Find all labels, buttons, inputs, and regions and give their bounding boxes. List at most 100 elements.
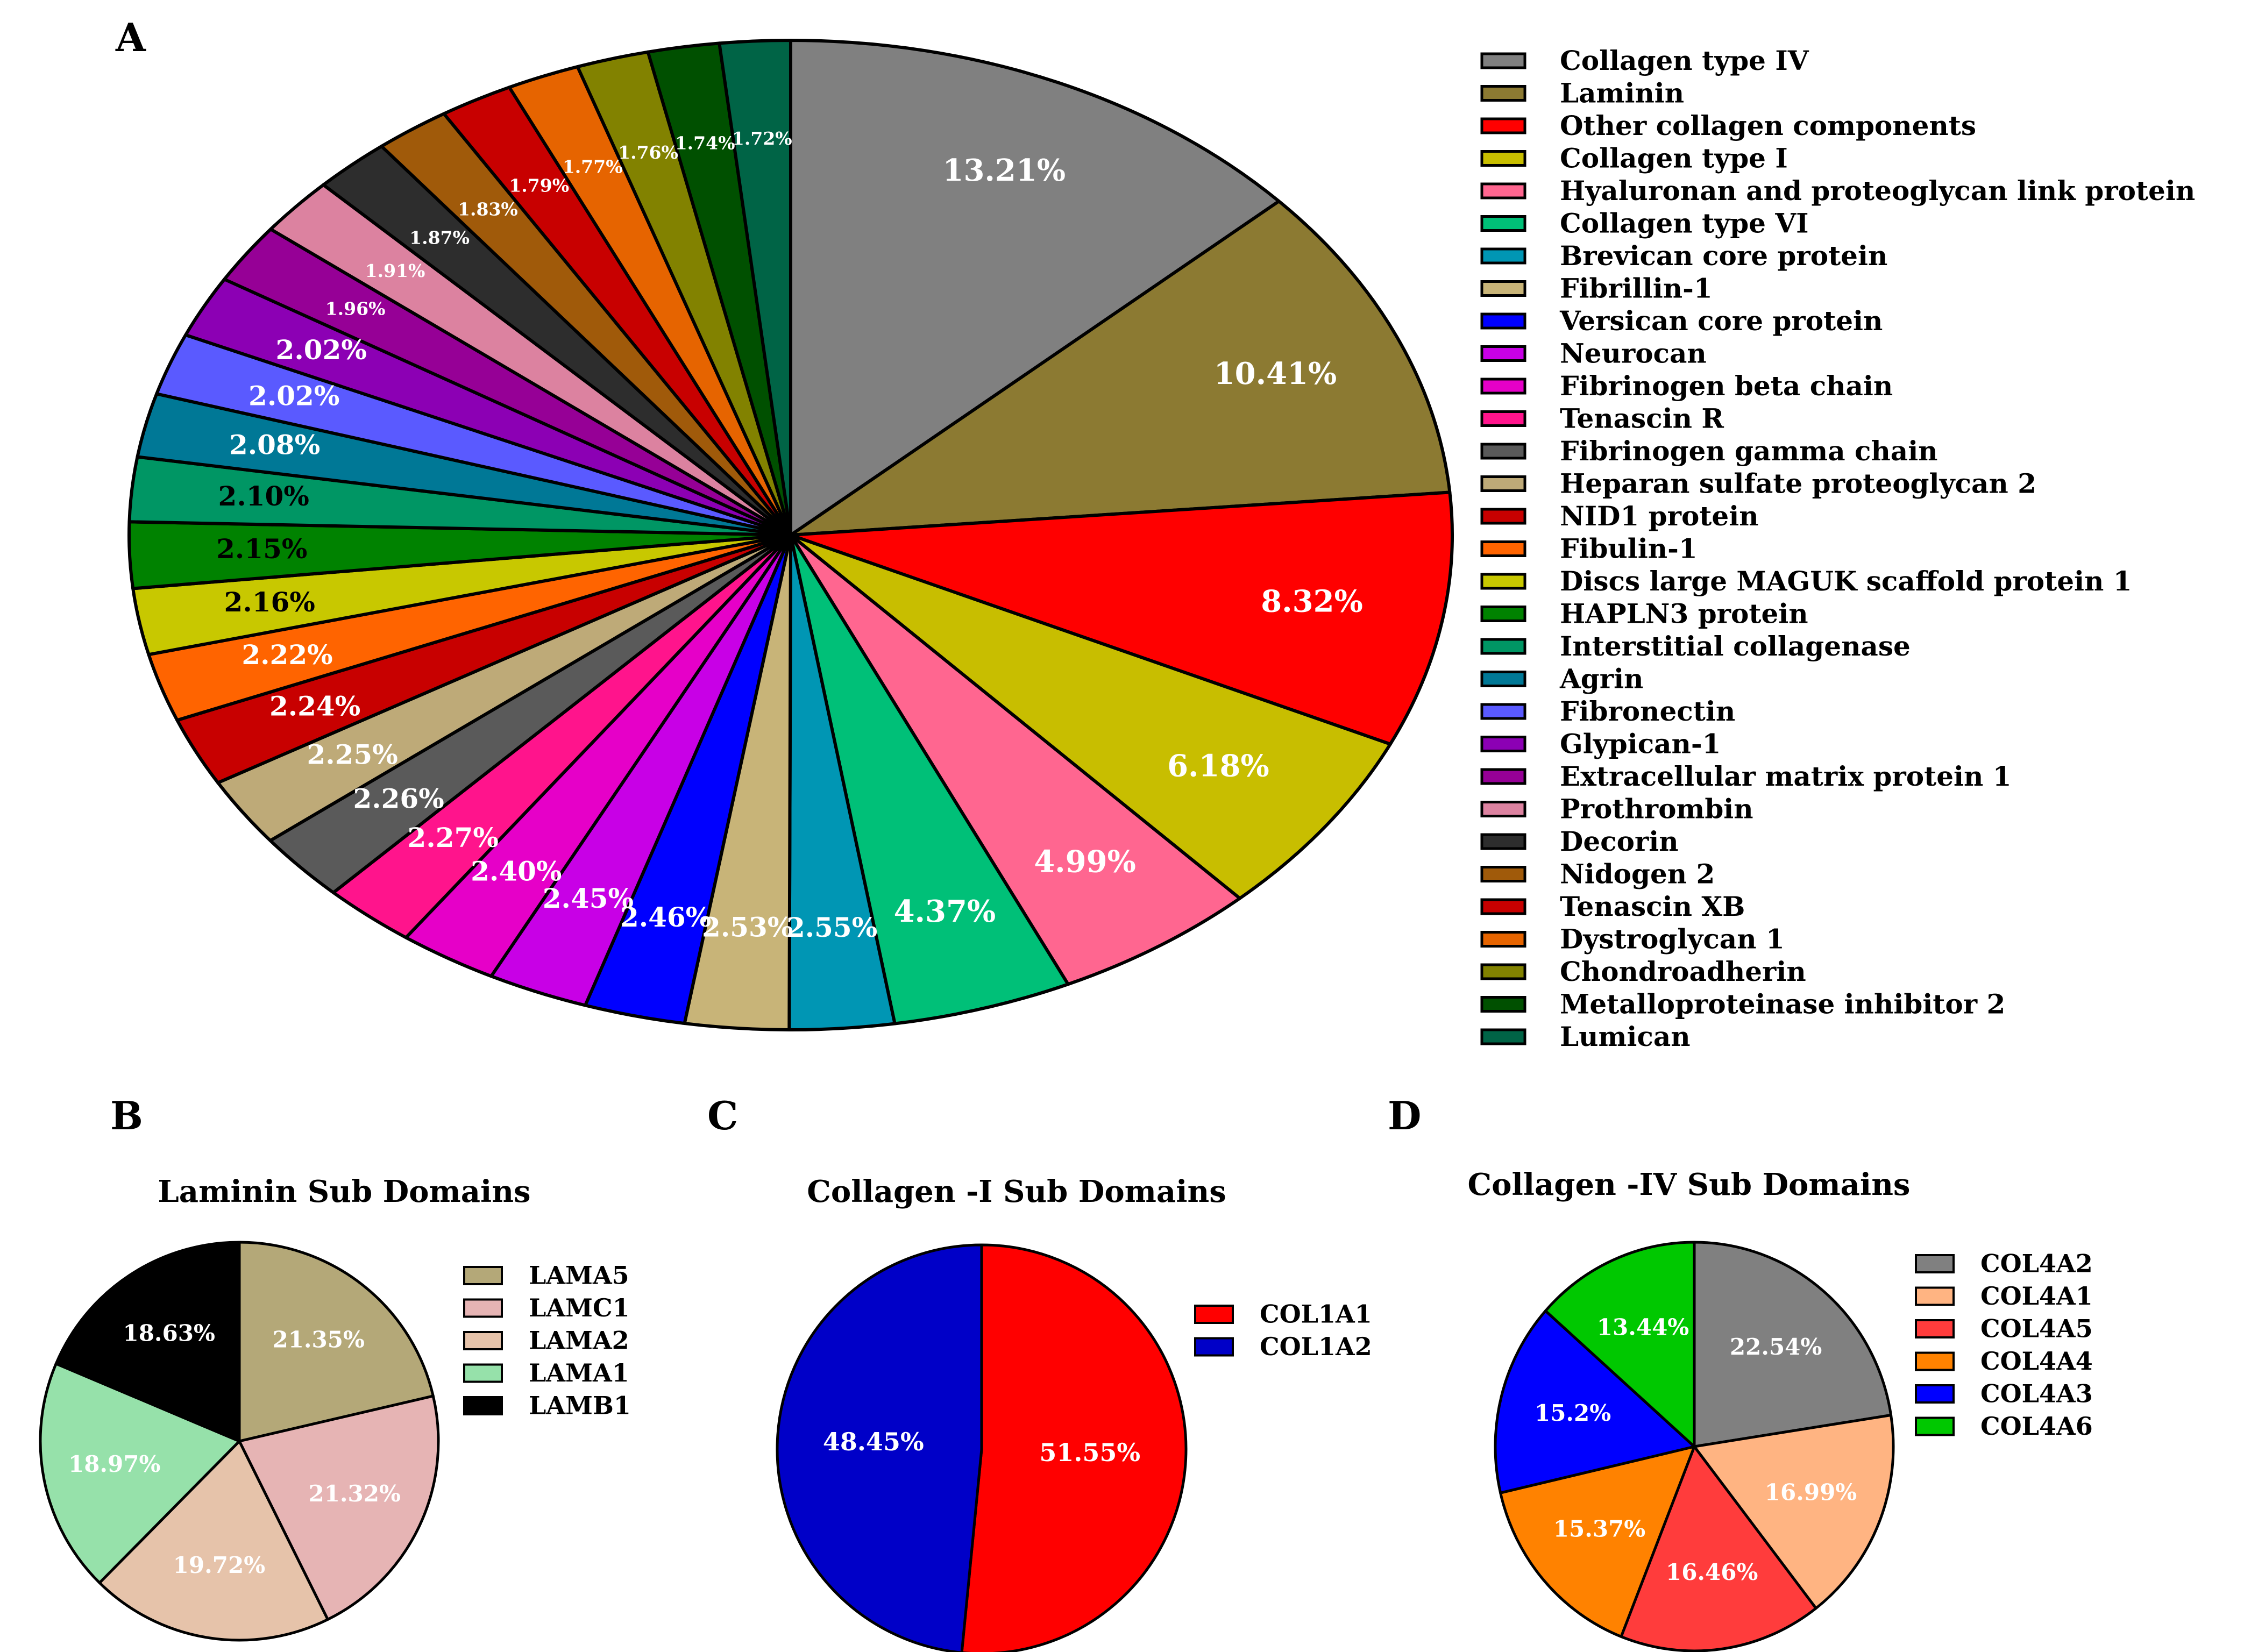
- legend-swatch: [1480, 931, 1526, 948]
- legend-swatch: [1480, 345, 1526, 362]
- data-label: 51.55%: [1039, 1438, 1140, 1467]
- panel-letter-c: C: [707, 1093, 738, 1138]
- data-label: 1.74%: [675, 133, 735, 154]
- legend-label: LAMA1: [529, 1358, 629, 1387]
- legend-swatch: [1480, 52, 1526, 69]
- data-label: 16.99%: [1765, 1479, 1857, 1506]
- legend-swatch: [1480, 280, 1526, 297]
- legend-swatch: [1915, 1286, 1955, 1306]
- legend-label: Tenascin XB: [1560, 891, 1745, 922]
- data-label: 13.21%: [943, 153, 1066, 188]
- legend-label: Metalloproteinase inhibitor 2: [1560, 988, 2005, 1020]
- data-label: 48.45%: [823, 1427, 924, 1456]
- slice-col4a3: [1494, 1309, 1696, 1494]
- legend-label: COL1A1: [1260, 1300, 1372, 1329]
- legend-label: Brevican core protein: [1560, 240, 1887, 272]
- legend-swatch: [1480, 182, 1526, 200]
- data-label: 2.45%: [543, 882, 634, 914]
- legend-label: Other collagen components: [1560, 110, 1976, 141]
- data-label: 21.35%: [272, 1327, 364, 1353]
- legend-label: LAMA2: [529, 1326, 629, 1355]
- slice-lama5: [238, 1241, 435, 1443]
- legend-label: LAMB1: [529, 1391, 631, 1420]
- pie-d: [1494, 1241, 1895, 1652]
- slice-col1a2: [776, 1243, 983, 1652]
- legend-swatch: [1915, 1416, 1955, 1436]
- legend-swatch: [1480, 85, 1526, 102]
- data-label: 15.2%: [1535, 1400, 1611, 1426]
- data-label: 2.25%: [307, 739, 397, 771]
- data-label: 2.27%: [408, 822, 499, 853]
- legend-swatch: [1480, 215, 1526, 232]
- legend-label: COL1A2: [1260, 1332, 1372, 1361]
- panel-c: C Collagen -I Sub Domains 51.55% 48.45% COL1…: [707, 1093, 1372, 1652]
- data-label: 2.24%: [269, 690, 360, 722]
- data-label: 2.26%: [353, 782, 444, 814]
- slice-col4a6: [1544, 1241, 1696, 1448]
- legend-swatch: [1480, 573, 1526, 590]
- data-label: 21.32%: [308, 1480, 400, 1507]
- legend-label: Extracellular matrix protein 1: [1560, 760, 2012, 792]
- chart-title-c: Collagen -I Sub Domains: [807, 1174, 1226, 1209]
- legend-label: Fibrinogen beta chain: [1560, 370, 1893, 402]
- slice-collagen-type-i: [789, 533, 1392, 900]
- legend-swatch: [1480, 898, 1526, 915]
- legend-swatch: [1480, 117, 1526, 134]
- data-label: 1.77%: [563, 156, 623, 177]
- legend-label: Hyaluronan and proteoglycan link protein: [1560, 175, 2195, 206]
- legend-swatch: [1480, 312, 1526, 330]
- legend-swatch: [1915, 1319, 1955, 1338]
- slice-hyaluronan-and-proteoglycan-link-protein: [789, 533, 1241, 986]
- slice-lamc1: [238, 1394, 440, 1621]
- legend-d: COL4A2 COL4A1 COL4A5 COL4A4 COL4A3 COL4A6: [1915, 1249, 2093, 1441]
- data-label: 1.87%: [409, 227, 470, 248]
- legend-c: COL1A1 COL1A2: [1194, 1300, 1372, 1361]
- data-label: 1.79%: [509, 175, 569, 196]
- data-label: 22.54%: [1730, 1334, 1822, 1360]
- legend-swatch: [1480, 150, 1526, 167]
- pie-b: [39, 1241, 440, 1642]
- slice-lumican: [718, 39, 792, 537]
- data-label: 1.72%: [732, 128, 792, 149]
- legend-swatch: [1480, 866, 1526, 882]
- legend-swatch: [1194, 1305, 1234, 1324]
- legend-label: Neurocan: [1560, 338, 1707, 369]
- legend-swatch: [1480, 247, 1526, 265]
- legend-label: COL4A2: [1980, 1249, 2093, 1278]
- data-label: 19.72%: [173, 1552, 265, 1578]
- data-label: 15.37%: [1553, 1515, 1645, 1542]
- legend-label: Dystroglycan 1: [1560, 923, 1785, 955]
- data-label: 1.76%: [618, 142, 678, 163]
- chart-title-b: Laminin Sub Domains: [158, 1174, 530, 1209]
- data-label: 18.97%: [68, 1451, 160, 1477]
- data-label: 2.40%: [471, 855, 562, 887]
- data-label: 16.46%: [1666, 1559, 1758, 1585]
- legend-swatch: [1480, 475, 1526, 492]
- legend-label: Collagen type I: [1560, 143, 1788, 174]
- legend-label: Fibronectin: [1560, 695, 1735, 727]
- legend-label: COL4A6: [1980, 1412, 2093, 1441]
- legend-swatch: [1480, 410, 1526, 427]
- slice-lamb1: [54, 1241, 241, 1443]
- data-label: 1.96%: [325, 298, 386, 319]
- legend-swatch: [1480, 540, 1526, 557]
- legend-swatch: [1480, 638, 1526, 655]
- slice-col4a1: [1693, 1414, 1895, 1610]
- legend-swatch: [1480, 606, 1526, 622]
- legend-swatch: [1480, 768, 1526, 785]
- legend-label: Fibrillin-1: [1560, 273, 1713, 304]
- legend-label: Heparan sulfate proteoglycan 2: [1560, 468, 2036, 500]
- data-label: 1.91%: [365, 260, 425, 281]
- data-label: 2.02%: [248, 380, 339, 412]
- data-label: 18.63%: [123, 1320, 215, 1347]
- data-label: 6.18%: [1167, 749, 1269, 784]
- data-label: 2.08%: [229, 429, 320, 460]
- legend-label: Tenascin R: [1560, 403, 1724, 435]
- legend-swatch: [1480, 801, 1526, 817]
- panel-letter-a: A: [115, 15, 146, 60]
- legend-swatch: [1480, 508, 1526, 525]
- panel-a: A13.21%10.41%8.32%6.18%4.99%4.37%2.55%2.…: [115, 15, 2195, 1052]
- panel-letter-d: D: [1388, 1093, 1421, 1138]
- legend-label: COL4A1: [1980, 1281, 2093, 1311]
